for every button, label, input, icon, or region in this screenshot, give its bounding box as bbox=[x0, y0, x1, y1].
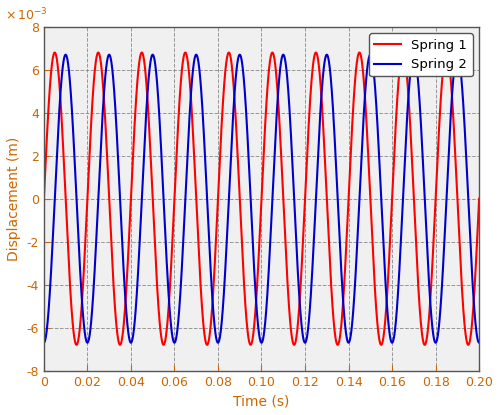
Spring 1 bbox=[465, 342, 471, 347]
Spring 1 bbox=[399, 52, 405, 57]
Spring 2 bbox=[62, 52, 68, 57]
Line: Spring 2: Spring 2 bbox=[44, 55, 479, 343]
Y-axis label: Displacement (m): Displacement (m) bbox=[7, 137, 21, 261]
Spring 1 bbox=[120, 329, 126, 334]
Spring 1 bbox=[476, 196, 482, 201]
Spring 2 bbox=[207, 260, 213, 265]
Spring 1 bbox=[207, 327, 213, 332]
Spring 2 bbox=[399, 220, 405, 225]
Spring 1 bbox=[366, 163, 372, 168]
Text: $\times\,10^{-3}$: $\times\,10^{-3}$ bbox=[4, 7, 48, 23]
Spring 1 bbox=[302, 197, 308, 202]
Spring 2 bbox=[302, 340, 308, 345]
Legend: Spring 1, Spring 2: Spring 1, Spring 2 bbox=[369, 33, 472, 76]
Spring 2 bbox=[324, 52, 330, 57]
Spring 1 bbox=[52, 50, 58, 55]
Spring 2 bbox=[366, 56, 372, 61]
X-axis label: Time (s): Time (s) bbox=[234, 394, 289, 408]
Spring 2 bbox=[476, 340, 482, 345]
Spring 2 bbox=[120, 256, 126, 261]
Spring 2 bbox=[41, 340, 47, 345]
Line: Spring 1: Spring 1 bbox=[44, 53, 479, 345]
Spring 1 bbox=[41, 196, 47, 201]
Spring 1 bbox=[324, 201, 330, 206]
